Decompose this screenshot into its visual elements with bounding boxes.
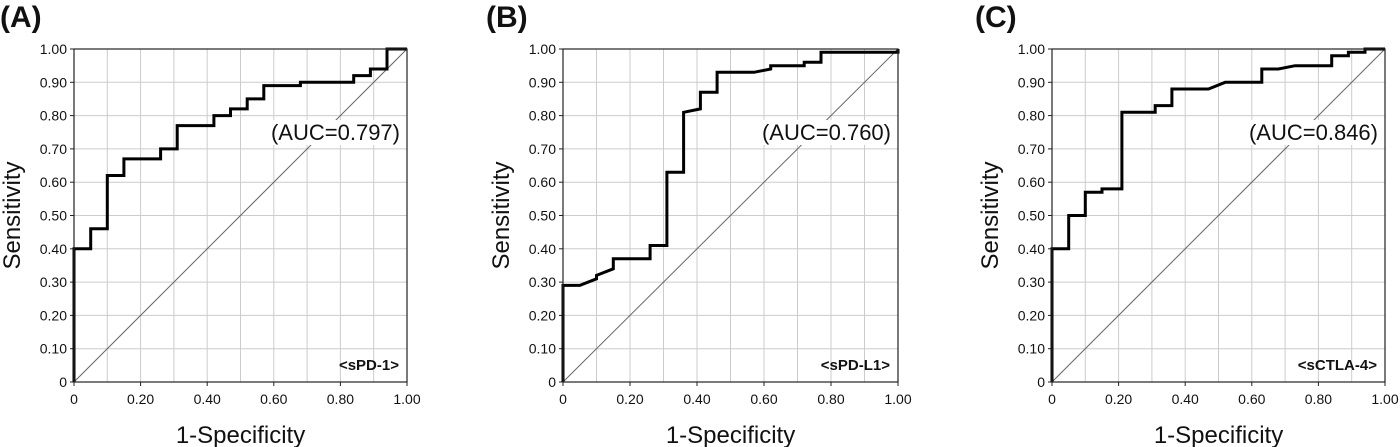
y-tick-label: 0.80 (1018, 108, 1045, 124)
auc-annotation-background (267, 120, 403, 145)
y-tick-label: 0.50 (1018, 208, 1045, 224)
y-tick-label: 0.40 (40, 241, 67, 257)
panel-label: (B) (486, 1, 528, 34)
roc-curve (72, 47, 407, 382)
x-tick-label: 0 (559, 391, 567, 407)
y-tick-label: 0.50 (40, 208, 67, 224)
roc-curve (1050, 47, 1385, 382)
y-tick-label: 0.20 (40, 307, 67, 323)
x-tick-label: 1.00 (1371, 391, 1398, 407)
roc-panel: (C) 0 0.10 0.20 0.30 0.40 0.50 0.60 0.70 0.80 0.90… (975, 1, 1399, 447)
y-tick-label: 0.60 (1018, 174, 1045, 190)
marker-name-label: <sPD-1> (339, 357, 399, 374)
x-tick-label: 0.40 (194, 391, 221, 407)
x-tick-label: 0.60 (1238, 391, 1265, 407)
roc-curve (561, 49, 900, 382)
x-axis-title: 1-Specificity (1154, 422, 1283, 447)
auc-annotation-background (1245, 120, 1381, 145)
auc-annotation-background (758, 120, 894, 145)
y-tick-label: 0.90 (40, 74, 67, 90)
x-axis-title: 1-Specificity (666, 422, 795, 447)
x-tick-label: 0.80 (1305, 391, 1332, 407)
plot-frame (562, 48, 899, 383)
x-tick-label: 0 (70, 391, 78, 407)
y-tick-label: 1.00 (529, 41, 556, 57)
x-tick-label: 1.00 (393, 391, 420, 407)
x-tick-label: 0.40 (683, 391, 710, 407)
x-tick-label: 0.20 (616, 391, 643, 407)
y-axis-title: Sensitivity (977, 161, 1004, 269)
roc-panel: (A) 0 0.10 0.20 0.30 0.40 0.50 0.60 0.70 0.80 0.90… (0, 1, 421, 447)
y-tick-label: 0.70 (1018, 141, 1045, 157)
auc-annotation: (AUC=0.846) (1249, 120, 1378, 145)
y-tick-label: 0.10 (529, 341, 556, 357)
auc-annotation: (AUC=0.797) (271, 120, 400, 145)
x-tick-label: 0.80 (817, 391, 844, 407)
y-tick-label: 0.60 (529, 174, 556, 190)
y-tick-label: 0.90 (529, 74, 556, 90)
y-axis-title: Sensitivity (488, 161, 515, 269)
x-tick-label: 0 (1048, 391, 1056, 407)
y-tick-label: 0.40 (529, 241, 556, 257)
plot-frame (1051, 48, 1386, 383)
marker-name-label: <sPD-L1> (821, 357, 890, 374)
y-axis-title: Sensitivity (0, 161, 26, 269)
marker-name-label: <sCTLA-4> (1298, 357, 1377, 374)
y-tick-label: 0.80 (529, 108, 556, 124)
x-tick-label: 0.20 (127, 391, 154, 407)
y-tick-label: 0.30 (1018, 274, 1045, 290)
y-tick-label: 0 (548, 374, 556, 390)
reference-diagonal-line (562, 48, 899, 383)
x-tick-label: 0.60 (260, 391, 287, 407)
panel-label: (A) (0, 1, 42, 34)
y-tick-label: 0 (59, 374, 67, 390)
y-tick-label: 0.20 (1018, 307, 1045, 323)
y-tick-label: 0.60 (40, 174, 67, 190)
plot-frame (73, 48, 408, 383)
reference-diagonal-line (1051, 48, 1386, 383)
y-tick-label: 0.10 (40, 341, 67, 357)
x-tick-label: 0.40 (1172, 391, 1199, 407)
y-tick-label: 1.00 (1018, 41, 1045, 57)
x-axis-title: 1-Specificity (176, 422, 305, 447)
x-tick-label: 0.20 (1105, 391, 1132, 407)
y-tick-label: 0 (1037, 374, 1045, 390)
auc-annotation: (AUC=0.760) (762, 120, 891, 145)
y-tick-label: 0.10 (1018, 341, 1045, 357)
y-tick-label: 1.00 (40, 41, 67, 57)
x-tick-label: 0.80 (327, 391, 354, 407)
y-tick-label: 0.20 (529, 307, 556, 323)
x-tick-label: 1.00 (884, 391, 911, 407)
y-tick-label: 0.70 (40, 141, 67, 157)
y-tick-label: 0.70 (529, 141, 556, 157)
y-tick-label: 0.50 (529, 208, 556, 224)
x-tick-label: 0.60 (750, 391, 777, 407)
y-tick-label: 0.80 (40, 108, 67, 124)
y-tick-label: 0.30 (529, 274, 556, 290)
y-tick-label: 0.40 (1018, 241, 1045, 257)
y-tick-label: 0.30 (40, 274, 67, 290)
panel-label: (C) (975, 1, 1017, 34)
roc-panel: (B) 0 0.10 0.20 0.30 0.40 0.50 0.60 0.70 0.80 0.90… (486, 1, 912, 447)
reference-diagonal-line (73, 48, 408, 383)
y-tick-label: 0.90 (1018, 74, 1045, 90)
